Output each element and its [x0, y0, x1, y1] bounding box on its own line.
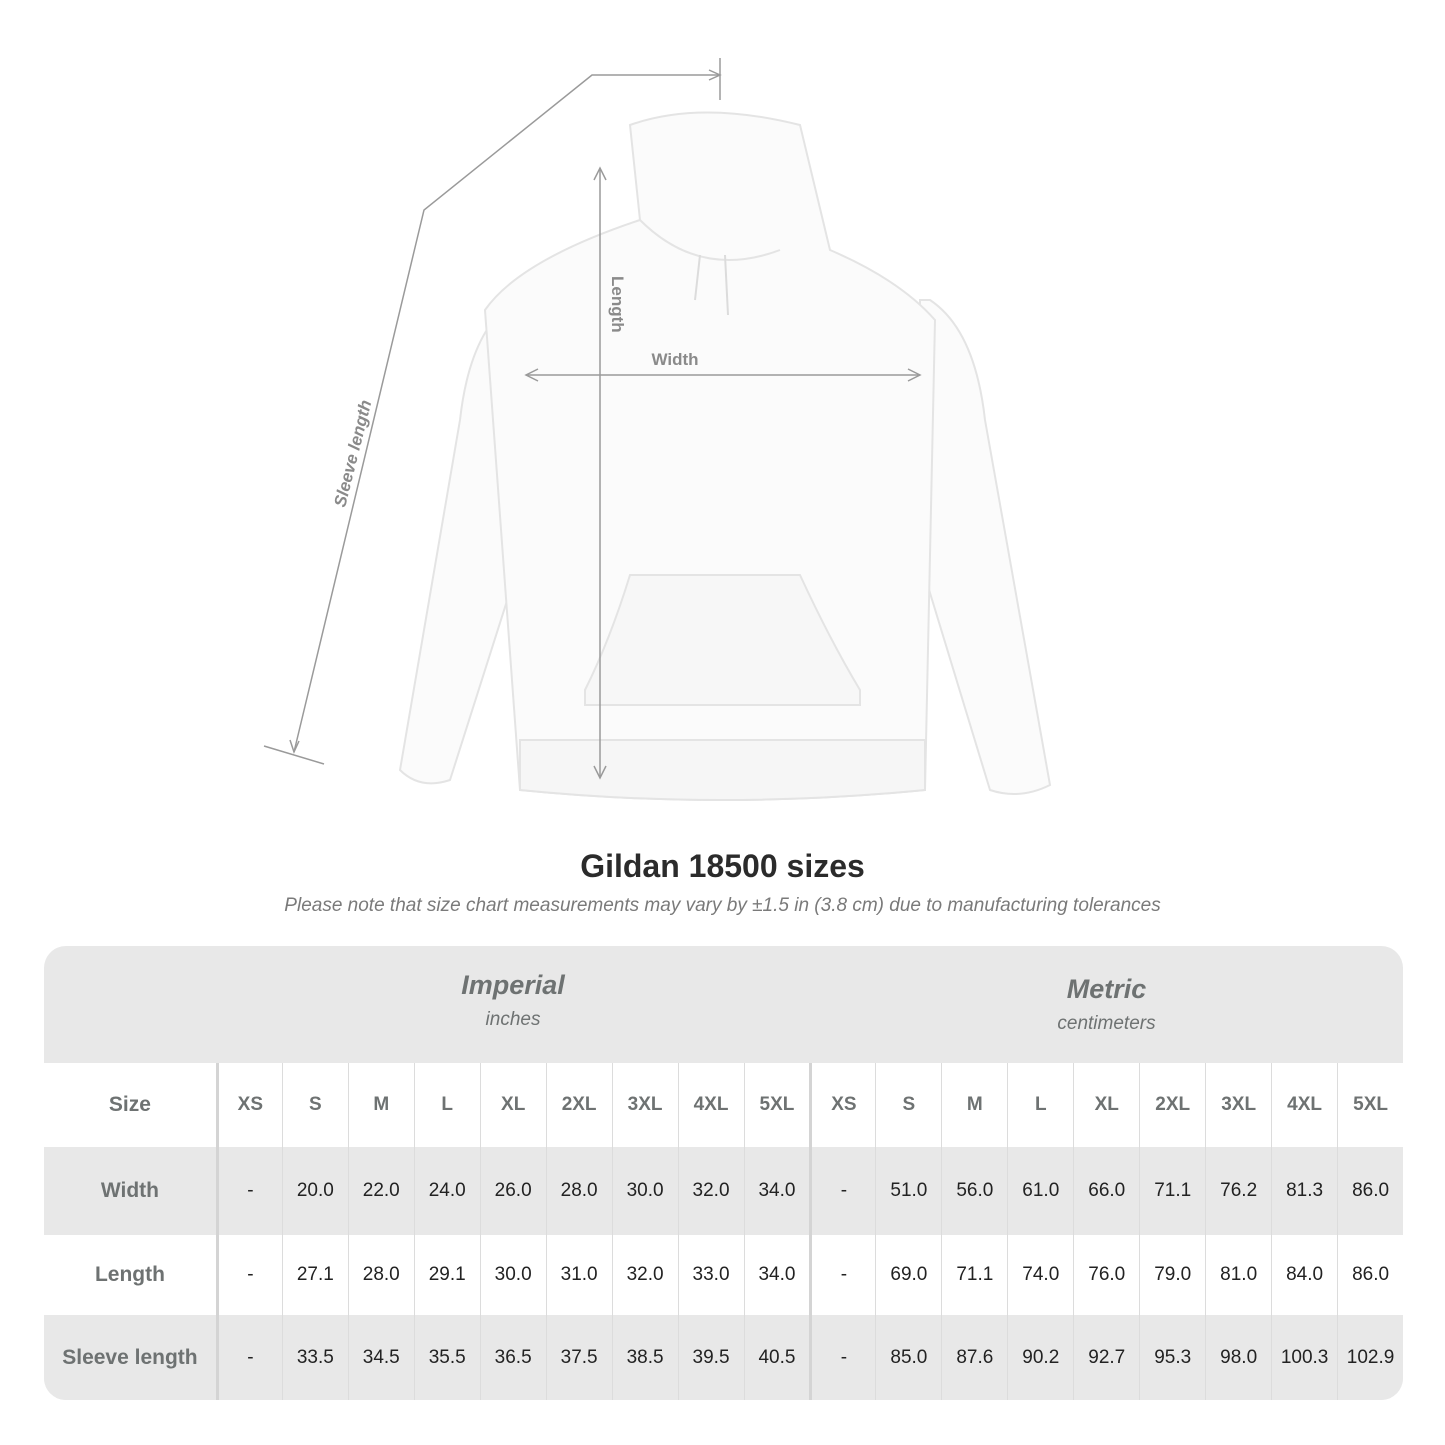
- imperial-size-m: M: [347, 1063, 414, 1147]
- metric-value: 76.2: [1205, 1147, 1271, 1235]
- imperial-value: 29.1: [413, 1235, 480, 1315]
- imperial-value: 33.0: [677, 1235, 744, 1315]
- width-measure: [524, 368, 922, 382]
- metric-value: 61.0: [1007, 1147, 1073, 1235]
- metric-value: 102.9: [1337, 1315, 1403, 1400]
- row-label: Length: [94, 1263, 165, 1286]
- metric-title: Metric: [1066, 974, 1147, 1004]
- imperial-value: 33.5: [281, 1315, 348, 1400]
- sleeve-length-measure: [263, 58, 722, 765]
- imperial-value: 38.5: [611, 1315, 678, 1400]
- metric-value: 85.0: [875, 1315, 941, 1400]
- metric-value: 84.0: [1271, 1235, 1337, 1315]
- imperial-value: 30.0: [611, 1147, 678, 1235]
- metric-value: 81.0: [1205, 1235, 1271, 1315]
- imperial-value: -: [215, 1235, 282, 1315]
- table-row: Sleeve length -33.5 34.5 35.5 36.5 37.5 38.5 39…: [44, 1315, 1403, 1400]
- metric-value: 79.0: [1139, 1235, 1205, 1315]
- metric-value: 92.7: [1073, 1315, 1139, 1400]
- metric-value: -: [809, 1147, 875, 1235]
- metric-size-2xl: 2XL: [1139, 1063, 1205, 1147]
- row-label: Sleeve length: [62, 1345, 198, 1369]
- table-row: Length -27.1 28.0 29.1 30.0 31.0 32.0 33.0 34.0-…: [44, 1235, 1403, 1315]
- metric-value: 98.0: [1205, 1315, 1271, 1400]
- metric-value: 66.0: [1073, 1147, 1139, 1235]
- imperial-value: 40.5: [743, 1315, 810, 1400]
- tolerance-note: Please note that size chart measurements…: [284, 895, 1161, 916]
- metric-value: 95.3: [1139, 1315, 1205, 1400]
- metric-value: 87.6: [941, 1315, 1007, 1400]
- imperial-size-xl: XL: [479, 1063, 546, 1147]
- size-header-row: Size XS S M L XL 2XL 3XL 4XL 5XL XS S M L XL 2XL 3XL 4XL 5…: [44, 1063, 1403, 1147]
- metric-size-l: L: [1007, 1063, 1073, 1147]
- metric-value: -: [809, 1315, 875, 1400]
- imperial-value: 34.0: [743, 1235, 810, 1315]
- imperial-value: 34.0: [743, 1147, 810, 1235]
- imperial-size-4xl: 4XL: [677, 1063, 744, 1147]
- imperial-value: 22.0: [347, 1147, 414, 1235]
- imperial-value: 24.0: [413, 1147, 480, 1235]
- imperial-value: -: [215, 1315, 282, 1400]
- metric-value: 71.1: [1139, 1147, 1205, 1235]
- imperial-size-2xl: 2XL: [545, 1063, 612, 1147]
- metric-value: 86.0: [1337, 1235, 1403, 1315]
- imperial-size-xs: XS: [215, 1063, 282, 1147]
- imperial-value: 32.0: [677, 1147, 744, 1235]
- metric-size-4xl: 4XL: [1271, 1063, 1337, 1147]
- width-label: Width: [651, 350, 698, 369]
- imperial-value: 36.5: [479, 1315, 546, 1400]
- imperial-value: 30.0: [479, 1235, 546, 1315]
- metric-value: 74.0: [1007, 1235, 1073, 1315]
- metric-header: Metric centimeters: [810, 946, 1403, 1063]
- imperial-title: Imperial: [461, 970, 565, 1000]
- page-title: Gildan 18500 sizes: [580, 848, 865, 884]
- imperial-value: -: [215, 1147, 282, 1235]
- imperial-value: 26.0: [479, 1147, 546, 1235]
- metric-value: 100.3: [1271, 1315, 1337, 1400]
- metric-size-s: S: [875, 1063, 941, 1147]
- imperial-value: 39.5: [677, 1315, 744, 1400]
- length-label: Length: [608, 276, 627, 333]
- metric-value: 51.0: [875, 1147, 941, 1235]
- table-row: Width -20.0 22.0 24.0 26.0 28.0 30.0 32.0 34.0-5…: [44, 1147, 1403, 1235]
- metric-value: 56.0: [941, 1147, 1007, 1235]
- metric-value: -: [809, 1235, 875, 1315]
- size-table: Imperial inches Metric centimeters Size X…: [44, 946, 1403, 1400]
- imperial-value: 31.0: [545, 1235, 612, 1315]
- metric-size-5xl: 5XL: [1337, 1063, 1403, 1147]
- metric-value: 86.0: [1337, 1147, 1403, 1235]
- hoodie-diagram: Length Width Sleeve length: [263, 58, 1052, 801]
- imperial-value: 28.0: [347, 1235, 414, 1315]
- metric-size-xs: XS: [809, 1063, 875, 1147]
- metric-size-xl: XL: [1073, 1063, 1139, 1147]
- metric-value: 71.1: [941, 1235, 1007, 1315]
- row-label: Width: [100, 1179, 159, 1202]
- imperial-value: 20.0: [281, 1147, 348, 1235]
- length-measure: [593, 166, 607, 780]
- hoodie-illustration: [398, 111, 1052, 801]
- imperial-value: 28.0: [545, 1147, 612, 1235]
- imperial-value: 37.5: [545, 1315, 612, 1400]
- metric-value: 76.0: [1073, 1235, 1139, 1315]
- imperial-value: 35.5: [413, 1315, 480, 1400]
- imperial-value: 32.0: [611, 1235, 678, 1315]
- metric-unit: centimeters: [1057, 1013, 1156, 1034]
- imperial-unit: inches: [485, 1009, 541, 1030]
- imperial-value: 27.1: [281, 1235, 348, 1315]
- metric-value: 81.3: [1271, 1147, 1337, 1235]
- imperial-value: 34.5: [347, 1315, 414, 1400]
- imperial-header: Imperial inches: [216, 946, 810, 1063]
- metric-size-3xl: 3XL: [1205, 1063, 1271, 1147]
- imperial-size-l: L: [413, 1063, 480, 1147]
- metric-value: 69.0: [875, 1235, 941, 1315]
- sleeve-length-label: Sleeve length: [330, 398, 375, 509]
- imperial-size-3xl: 3XL: [611, 1063, 678, 1147]
- imperial-size-s: S: [281, 1063, 348, 1147]
- metric-size-m: M: [941, 1063, 1007, 1147]
- size-label: Size: [108, 1093, 151, 1116]
- metric-value: 90.2: [1007, 1315, 1073, 1400]
- imperial-size-5xl: 5XL: [743, 1063, 810, 1147]
